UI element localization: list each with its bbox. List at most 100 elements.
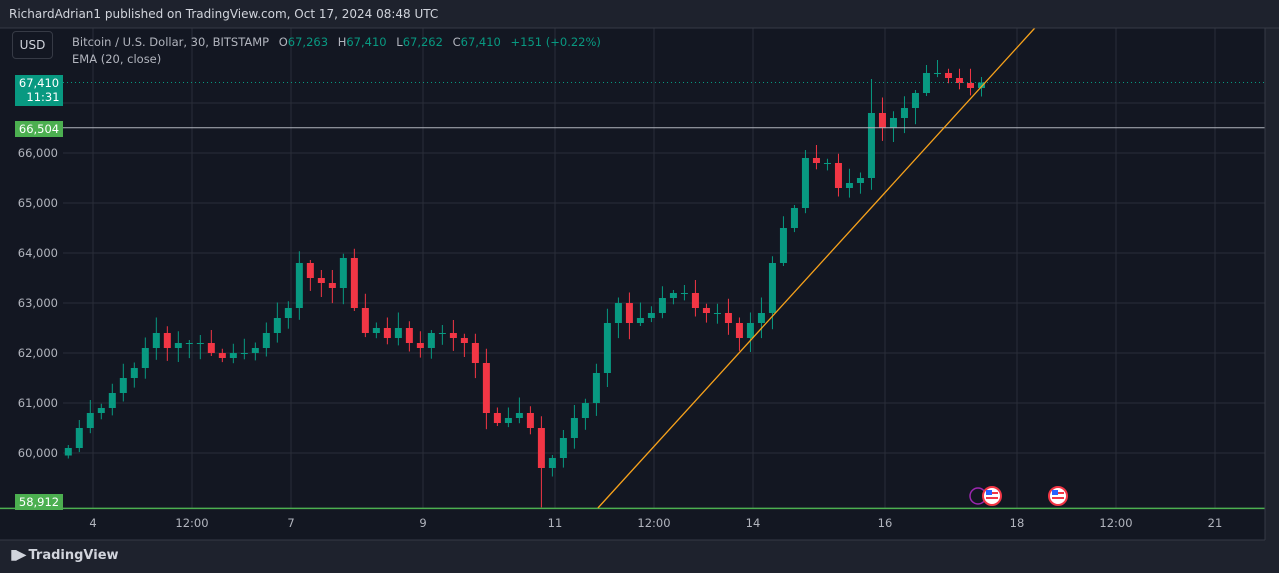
tradingview-logo[interactable]: ▮▶ TradingView — [10, 547, 119, 563]
candle-body — [768, 263, 776, 313]
change-value: +151 (+0.22%) — [510, 35, 601, 49]
trendline[interactable] — [597, 27, 1036, 509]
candle-body — [262, 333, 270, 348]
bar-countdown: 11:31 — [26, 90, 60, 104]
level-label-high: 66,504 — [15, 121, 63, 137]
candle-body — [526, 413, 534, 428]
level-label-low: 58,912 — [15, 494, 63, 510]
candle-body — [801, 158, 809, 208]
candle-body — [713, 313, 721, 314]
candle-body — [196, 343, 204, 344]
us-flag-icon[interactable] — [982, 486, 1002, 506]
candle-body — [658, 298, 666, 313]
candle-body — [911, 93, 919, 108]
candle-body — [922, 73, 930, 93]
y-tick-label: 66,000 — [18, 146, 58, 160]
candle-body — [614, 303, 622, 323]
us-flag-stripe — [1052, 497, 1064, 499]
y-tick-label: 63,000 — [18, 296, 58, 310]
candle-body — [966, 83, 974, 88]
candle-body — [735, 323, 743, 338]
candle-body — [64, 448, 72, 456]
candle-body — [218, 353, 226, 358]
candle-body — [955, 78, 963, 83]
candle-body — [427, 333, 435, 348]
candle-body — [603, 323, 611, 373]
candle-body — [647, 313, 655, 318]
currency-button[interactable]: USD — [12, 31, 53, 59]
candle-body — [394, 328, 402, 338]
candle-body — [977, 82, 985, 88]
candle-body — [493, 413, 501, 423]
us-flag-stripe — [986, 497, 998, 499]
candle-body — [592, 373, 600, 403]
candle-body — [471, 343, 479, 363]
high-key: H — [337, 35, 347, 49]
candle-body — [680, 293, 688, 294]
candle-body — [559, 438, 567, 458]
candle-body — [724, 313, 732, 323]
close-value: 67,410 — [460, 35, 501, 49]
brand-name: TradingView — [28, 547, 119, 563]
us-flag-stripe — [992, 492, 998, 494]
ema-indicator-label[interactable]: EMA (20, close) — [72, 52, 162, 66]
candle-body — [350, 258, 358, 308]
candle-body — [86, 413, 94, 428]
low-value: 67,262 — [402, 35, 443, 49]
candle-body — [438, 333, 446, 334]
candle-body — [383, 328, 391, 338]
candle-body — [482, 363, 490, 413]
candle-body — [75, 428, 83, 448]
candle-body — [152, 333, 160, 348]
candle-body — [251, 348, 259, 353]
us-flag-canton — [1052, 490, 1058, 495]
x-tick-label: 12:00 — [1099, 516, 1132, 530]
candle-body — [856, 178, 864, 183]
y-tick-label: 62,000 — [18, 346, 58, 360]
x-tick-label: 14 — [746, 516, 761, 530]
symbol-name: Bitcoin / U.S. Dollar, 30, BITSTAMP — [72, 35, 270, 49]
candle-body — [119, 378, 127, 393]
high-value: 67,410 — [346, 35, 387, 49]
candle-body — [460, 338, 468, 343]
candle-body — [97, 408, 105, 413]
candle-body — [515, 413, 523, 418]
x-tick-label: 11 — [548, 516, 563, 530]
candle-body — [867, 113, 875, 178]
y-tick-label: 65,000 — [18, 196, 58, 210]
candle-body — [702, 308, 710, 313]
candle-body — [823, 163, 831, 164]
candle-body — [163, 333, 171, 348]
candle-body — [757, 313, 765, 323]
candle-body — [812, 158, 820, 163]
symbol-legend: Bitcoin / U.S. Dollar, 30, BITSTAMP O 67,… — [72, 35, 601, 49]
candle-body — [174, 343, 182, 348]
candle-body — [834, 163, 842, 188]
x-tick-label: 9 — [419, 516, 426, 530]
candle-body — [361, 308, 369, 333]
candle-body — [691, 293, 699, 308]
candle-body — [284, 308, 292, 318]
candle-body — [185, 343, 193, 344]
candle-body — [449, 333, 457, 338]
candle-body — [889, 118, 897, 128]
candle-body — [141, 348, 149, 368]
y-tick-label: 64,000 — [18, 246, 58, 260]
last-price: 67,410 — [18, 76, 60, 90]
open-key: O — [278, 35, 288, 49]
candle-body — [636, 318, 644, 323]
candle-body — [273, 318, 281, 333]
candle-body — [372, 328, 380, 333]
candle-body — [625, 303, 633, 323]
x-tick-label: 16 — [878, 516, 893, 530]
us-flag-stripe — [1058, 492, 1064, 494]
candle-body — [581, 403, 589, 418]
candle-body — [537, 428, 545, 468]
candle-body — [108, 393, 116, 408]
x-tick-label: 21 — [1208, 516, 1223, 530]
us-flag-icon[interactable] — [1048, 486, 1068, 506]
candle-body — [669, 293, 677, 298]
candle-body — [339, 258, 347, 288]
candle-body — [229, 353, 237, 358]
